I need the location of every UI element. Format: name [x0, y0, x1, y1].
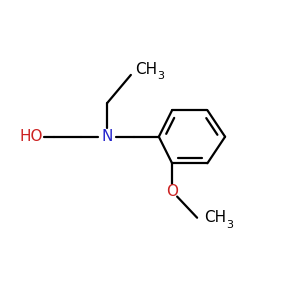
- Text: 3: 3: [158, 71, 164, 81]
- Text: 3: 3: [226, 220, 234, 230]
- Text: O: O: [166, 184, 178, 199]
- Text: CH: CH: [135, 61, 158, 76]
- Text: HO: HO: [19, 129, 43, 144]
- Text: CH: CH: [205, 210, 226, 225]
- Text: N: N: [102, 129, 113, 144]
